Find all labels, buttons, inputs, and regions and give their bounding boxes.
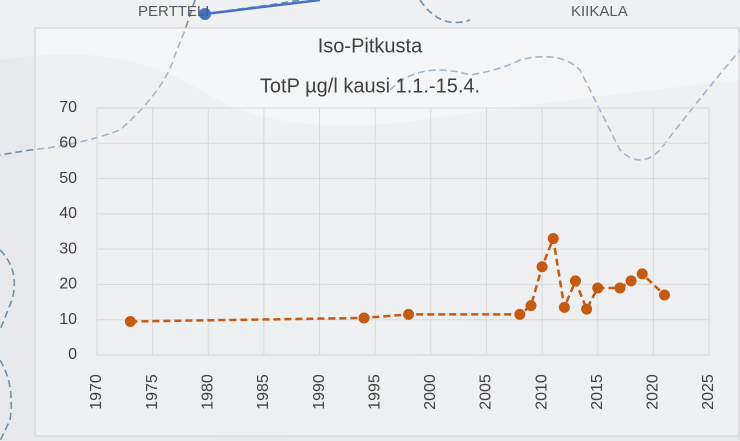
x-tick-label: 2025 [700,374,717,410]
y-tick-label: 40 [59,205,77,222]
data-point [536,261,548,273]
data-point [403,308,415,320]
data-point [514,308,526,320]
x-tick-label: 2020 [645,374,662,410]
y-tick-label: 0 [68,346,77,363]
y-tick-label: 30 [59,240,77,257]
map-route [204,0,321,16]
data-point [625,275,637,287]
x-tick-label: 1980 [199,374,216,410]
chart-title: Iso-Pitkusta [318,35,423,57]
x-tick-label: 2015 [589,374,606,410]
data-point [124,315,136,327]
data-point [569,275,581,287]
x-tick-label: 1990 [311,374,328,410]
data-point [358,312,370,324]
chart-subtitle: TotP µg/l kausi 1.1.-15.4. [260,75,480,97]
map-terrain [0,54,740,441]
y-tick-label: 60 [59,135,77,152]
data-point [636,268,648,280]
y-tick-label: 20 [59,276,77,293]
data-point [581,303,593,315]
data-point [592,282,604,294]
x-tick-label: 1995 [366,374,383,410]
data-point [558,301,570,313]
data-point [658,289,670,301]
y-tick-label: 50 [59,170,77,187]
map-point [199,8,211,20]
data-point [547,233,559,245]
y-tick-label: 70 [59,99,77,116]
data-point [614,282,626,294]
map-label: KIIKALA [571,3,628,20]
x-tick-label: 1970 [88,374,105,410]
y-tick-label: 10 [59,311,77,328]
map-label: PERTTELI [138,3,209,20]
x-tick-label: 1975 [144,374,161,410]
x-tick-label: 2005 [478,374,495,410]
x-tick-label: 2010 [533,374,550,410]
x-tick-label: 1985 [255,374,272,410]
data-point [525,300,537,312]
x-tick-label: 2000 [422,374,439,410]
